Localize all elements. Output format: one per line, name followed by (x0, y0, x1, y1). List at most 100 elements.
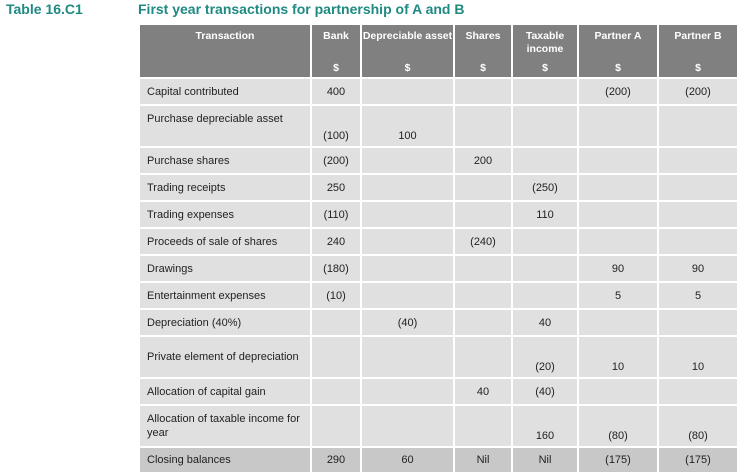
cell-partner-a (577, 308, 659, 337)
cell-depreciable-asset (360, 173, 455, 202)
cell-taxable-income (511, 227, 579, 256)
column-header-transaction: Transaction (138, 23, 312, 79)
cell-partner-a (577, 146, 659, 175)
cell-partner-b (657, 146, 737, 175)
column-header-label: Shares (465, 30, 501, 42)
cell-partner-a (577, 104, 659, 148)
cell-depreciable-asset: (40) (360, 308, 455, 337)
cell-shares (453, 173, 513, 202)
cell-shares (453, 200, 513, 229)
cell-bank: (100) (310, 104, 362, 148)
header-row: Transaction Bank $ Depreciable asset $ S… (138, 23, 737, 79)
table-row: Trading receipts 250 (250) (138, 173, 737, 202)
column-header-label: Depreciable asset (362, 30, 453, 42)
table-number: Table 16.C1 (6, 1, 83, 17)
cell-depreciable-asset (360, 254, 455, 283)
closing-balances-row: Closing balances 290 60 Nil Nil (175) (1… (138, 446, 737, 474)
cell-depreciable-asset (360, 77, 455, 106)
cell-taxable-income: Nil (511, 446, 579, 474)
cell-shares (453, 281, 513, 310)
cell-depreciable-asset: 100 (360, 104, 455, 148)
table-row: Drawings (180) 90 90 (138, 254, 737, 283)
column-header-label: Bank (323, 30, 349, 42)
table-row: Allocation of taxable income for year 16… (138, 404, 737, 448)
table-row: Depreciation (40%) (40) 40 (138, 308, 737, 337)
cell-depreciable-asset: 60 (360, 446, 455, 474)
cell-depreciable-asset (360, 281, 455, 310)
cell-partner-a: (80) (577, 404, 659, 448)
cell-transaction: Trading receipts (138, 173, 312, 202)
cell-taxable-income (511, 254, 579, 283)
cell-partner-b: 5 (657, 281, 737, 310)
cell-partner-a: 5 (577, 281, 659, 310)
column-header-label: Partner A (594, 30, 642, 42)
cell-transaction: Capital contributed (138, 77, 312, 106)
cell-partner-a (577, 227, 659, 256)
cell-transaction: Closing balances (138, 446, 312, 474)
table-row: Allocation of capital gain 40 (40) (138, 377, 737, 406)
cell-bank: 290 (310, 446, 362, 474)
cell-taxable-income: (250) (511, 173, 579, 202)
cell-depreciable-asset (360, 377, 455, 406)
cell-taxable-income (511, 281, 579, 310)
cell-bank: 250 (310, 173, 362, 202)
column-header-label: Taxable income (525, 30, 565, 55)
cell-partner-b (657, 308, 737, 337)
cell-partner-b: (80) (657, 404, 737, 448)
cell-transaction: Depreciation (40%) (138, 308, 312, 337)
cell-transaction: Trading expenses (138, 200, 312, 229)
column-header-unit: $ (333, 62, 339, 74)
cell-depreciable-asset (360, 146, 455, 175)
cell-transaction: Entertainment expenses (138, 281, 312, 310)
table-title: First year transactions for partnership … (138, 1, 465, 17)
cell-partner-b (657, 104, 737, 148)
table-row: Capital contributed 400 (200) (200) (138, 77, 737, 106)
cell-partner-a: 10 (577, 335, 659, 379)
cell-taxable-income: 40 (511, 308, 579, 337)
cell-transaction: Allocation of capital gain (138, 377, 312, 406)
cell-transaction: Allocation of taxable income for year (138, 404, 312, 448)
column-header-partner-b: Partner B $ (657, 23, 737, 79)
cell-depreciable-asset (360, 200, 455, 229)
cell-taxable-income: (20) (511, 335, 579, 379)
column-header-depreciable-asset: Depreciable asset $ (360, 23, 455, 79)
cell-taxable-income (511, 77, 579, 106)
cell-depreciable-asset (360, 227, 455, 256)
column-header-unit: $ (480, 62, 486, 74)
cell-shares (453, 335, 513, 379)
cell-bank: 400 (310, 77, 362, 106)
column-header-unit: $ (615, 62, 621, 74)
cell-partner-a (577, 377, 659, 406)
cell-taxable-income: (40) (511, 377, 579, 406)
column-header-label: Transaction (195, 30, 255, 42)
column-header-unit: $ (542, 62, 548, 74)
column-header-unit: $ (404, 62, 411, 74)
cell-transaction: Proceeds of sale of shares (138, 227, 312, 256)
table-row: Proceeds of sale of shares 240 (240) (138, 227, 737, 256)
column-header-partner-a: Partner A $ (577, 23, 659, 79)
cell-shares (453, 404, 513, 448)
cell-shares: (240) (453, 227, 513, 256)
cell-shares (453, 104, 513, 148)
cell-depreciable-asset (360, 335, 455, 379)
cell-partner-b: (200) (657, 77, 737, 106)
column-header-taxable-income: Taxable income $ (511, 23, 579, 79)
cell-bank: (10) (310, 281, 362, 310)
cell-shares (453, 77, 513, 106)
cell-shares (453, 254, 513, 283)
table-row: Purchase shares (200) 200 (138, 146, 737, 175)
cell-taxable-income (511, 104, 579, 148)
cell-partner-a (577, 173, 659, 202)
cell-bank (310, 308, 362, 337)
cell-partner-b (657, 200, 737, 229)
table-row: Private element of depreciation (20) 10 … (138, 335, 737, 379)
cell-shares: 200 (453, 146, 513, 175)
table-row: Trading expenses (110) 110 (138, 200, 737, 229)
cell-taxable-income (511, 146, 579, 175)
cell-partner-b: 10 (657, 335, 737, 379)
cell-partner-b: 90 (657, 254, 737, 283)
cell-bank (310, 335, 362, 379)
cell-partner-a: 90 (577, 254, 659, 283)
cell-partner-b: (175) (657, 446, 737, 474)
cell-shares: Nil (453, 446, 513, 474)
